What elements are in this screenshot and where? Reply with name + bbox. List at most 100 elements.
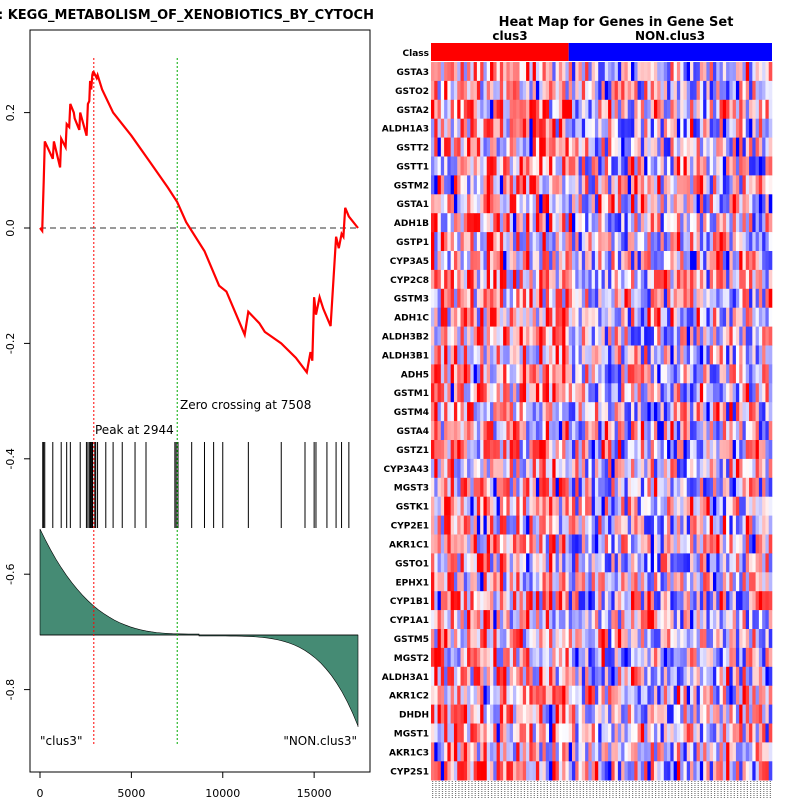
heat-cell <box>703 345 707 365</box>
heat-cell <box>683 610 688 630</box>
heat-cell <box>542 288 547 308</box>
heat-cell <box>690 704 694 724</box>
heat-cell <box>653 288 658 308</box>
heat-cell <box>552 723 556 743</box>
heat-cell <box>650 534 655 554</box>
heat-cell <box>611 742 615 762</box>
heat-cell <box>529 647 533 668</box>
heat-cell <box>453 477 458 497</box>
heat-cell <box>706 440 710 460</box>
heat-cell <box>758 515 763 535</box>
heat-cell <box>657 402 661 422</box>
heat-cell <box>506 610 510 630</box>
heat-cell <box>591 440 596 460</box>
heat-cell <box>624 232 629 252</box>
heat-cell <box>735 156 740 176</box>
heat-cell <box>486 572 491 592</box>
heat-cell <box>709 213 714 233</box>
heat-cell <box>650 496 655 516</box>
heat-cell <box>549 251 553 271</box>
heat-cell <box>552 629 556 649</box>
heat-cell <box>431 534 435 554</box>
heat-cell <box>440 213 445 233</box>
heat-cell <box>450 515 455 535</box>
heat-cell <box>437 458 442 479</box>
heat-cell <box>676 288 681 308</box>
heat-cell <box>758 458 763 479</box>
heat-cell <box>486 629 491 649</box>
heat-cell <box>535 288 540 308</box>
heat-cell <box>591 421 596 441</box>
heat-cell <box>722 345 727 365</box>
heat-cell <box>440 515 445 535</box>
heat-cell <box>621 269 625 290</box>
heat-cell <box>453 610 458 630</box>
heat-cell <box>683 647 688 668</box>
heat-cell <box>732 515 737 535</box>
heat-cell <box>617 742 622 762</box>
heat-cell <box>696 477 701 497</box>
heat-cell <box>650 704 655 724</box>
heat-cell <box>631 62 635 82</box>
heat-cell <box>637 383 642 403</box>
heat-cell <box>657 553 661 573</box>
heat-cell <box>558 742 563 762</box>
heat-cell <box>588 80 592 101</box>
heat-cell <box>598 269 602 290</box>
heat-cell <box>693 515 697 535</box>
heat-cell <box>549 62 553 82</box>
heat-cell <box>693 591 697 611</box>
heat-cell <box>768 610 773 630</box>
heat-cell <box>571 458 576 479</box>
heat-cell <box>611 383 615 403</box>
heat-cell <box>594 364 599 384</box>
heat-cell <box>496 175 501 195</box>
heat-cell <box>431 62 435 82</box>
heat-cell <box>719 704 724 724</box>
heat-cell <box>486 383 491 403</box>
heat-cell <box>591 704 596 724</box>
heat-cell <box>768 515 773 535</box>
heat-cell <box>444 610 448 630</box>
heat-cell <box>640 402 645 422</box>
heat-cell <box>522 477 527 497</box>
heat-cell <box>640 704 645 724</box>
heat-cell <box>512 175 517 195</box>
heat-cell <box>647 251 651 271</box>
heat-cell <box>490 402 494 422</box>
heat-cell <box>545 477 550 497</box>
heat-cell <box>660 515 665 535</box>
heat-cell <box>752 629 756 649</box>
heat-cell <box>693 534 697 554</box>
heat-cell <box>673 629 678 649</box>
heat-cell <box>742 591 747 611</box>
heat-cell <box>762 345 766 365</box>
heat-cell <box>493 685 497 705</box>
heat-cell <box>490 421 494 441</box>
heat-cell <box>575 629 579 649</box>
heat-cell <box>480 194 484 214</box>
heat-cell <box>549 553 553 573</box>
heat-cell <box>450 458 455 479</box>
heat-cell <box>506 269 510 290</box>
heat-cell <box>716 213 720 233</box>
heat-cell <box>663 534 668 554</box>
heat-cell <box>571 704 576 724</box>
heat-cell <box>437 269 442 290</box>
heat-cell <box>726 742 730 762</box>
heat-cell <box>703 99 707 119</box>
heat-cell <box>690 99 694 119</box>
heat-cell <box>453 440 458 460</box>
heat-cell <box>732 742 737 762</box>
heat-cell <box>680 534 684 554</box>
heat-cell <box>745 175 750 195</box>
heat-cell <box>499 175 504 195</box>
heat-cell <box>722 118 727 138</box>
heat-cell <box>634 288 638 308</box>
heat-cell <box>496 421 501 441</box>
heat-cell <box>519 80 524 101</box>
heat-cell <box>555 156 560 176</box>
heat-cell <box>690 62 694 82</box>
heat-cell <box>683 137 688 157</box>
heat-cell <box>480 742 484 762</box>
